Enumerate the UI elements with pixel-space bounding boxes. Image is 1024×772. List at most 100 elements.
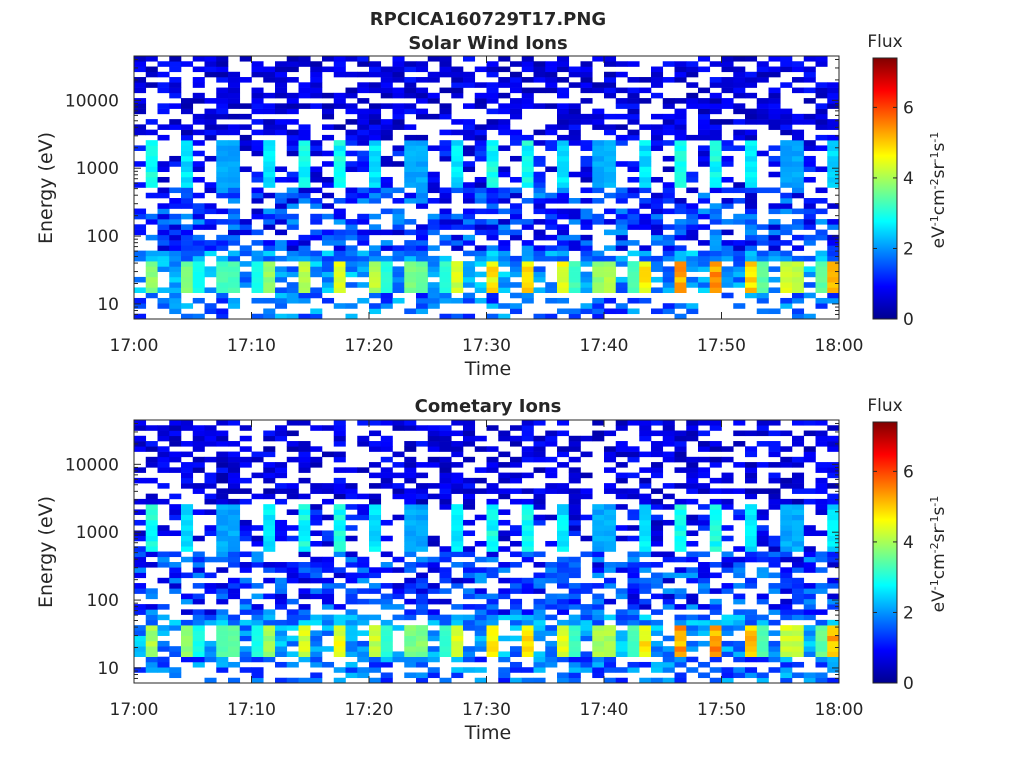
spectrogram-cell [521,87,534,94]
spectrogram-cell [333,567,346,573]
spectrogram-cell [510,456,523,463]
spectrogram-cell [322,161,335,167]
spectrogram-cell [521,577,534,584]
spectrogram-cell [568,171,581,178]
spectrogram-cell [604,651,617,657]
spectrogram-cell [239,229,252,236]
spectrogram-cell [545,488,558,494]
spectrogram-cell [345,71,358,78]
spectrogram-cell [639,155,652,162]
spectrogram-cell [181,572,194,579]
spectrogram-cell [698,124,711,130]
spectrogram-cell [815,567,828,573]
spectrogram-cell [592,667,605,673]
spectrogram-cell [216,150,229,157]
spectrogram-cell [815,441,828,447]
spectrogram-cell [792,514,805,521]
spectrogram-cell [510,266,523,272]
spectrogram-cell [380,77,393,83]
spectrogram-cell [639,282,652,288]
spectrogram-cell [756,266,769,272]
spectrogram-cell [474,635,487,642]
spectrogram-cell [815,656,828,663]
spectrogram-cell [486,509,499,515]
spectrogram-cell [451,483,464,489]
spectrogram-cell [228,82,241,88]
spectrogram-cell [275,129,288,136]
spectrogram-cell [721,667,734,673]
spectrogram-cell [345,667,358,673]
spectrogram-cell [745,119,758,125]
spectrogram-cell [451,672,464,679]
spectrogram-cell [298,92,311,99]
spectrogram-cell [451,219,464,225]
spectrogram-cell [639,567,652,573]
spectrogram-cell [592,56,605,62]
spectrogram-cell [768,630,781,636]
spectrogram-cell [345,493,358,500]
spectrogram-cell [674,646,687,652]
spectrogram-cell [827,646,840,652]
spectrogram-cell [733,261,746,267]
spectrogram-cell [181,187,194,194]
spectrogram-cell [627,208,640,215]
spectrogram-cell [486,150,499,157]
spectrogram-cell [380,87,393,94]
spectrogram-cell [134,583,147,589]
spectrogram-cell [745,609,758,615]
spectrogram-cell [651,255,664,262]
spectrogram-cell [510,441,523,447]
spectrogram-cell [639,535,652,542]
spectrogram-cell [263,593,276,600]
spectrogram-cell [662,598,675,605]
y-tick-label: 10 [97,295,119,315]
spectrogram-cell [815,677,828,684]
spectrogram-cell [463,425,476,431]
spectrogram-cell [416,519,429,526]
spectrogram-cell [416,462,429,468]
spectrogram-cell [134,546,147,552]
spectrogram-cell [615,651,628,657]
spectrogram-cell [357,240,370,246]
spectrogram-cell [145,509,158,515]
spectrogram-cell [792,192,805,199]
spectrogram-cell [592,635,605,642]
spectrogram-cell [709,250,722,257]
spectrogram-cell [686,577,699,584]
spectrogram-cell [803,292,816,299]
spectrogram-cell [439,129,452,136]
spectrogram-cell [369,198,382,204]
spectrogram-cell [463,420,476,426]
spectrogram-cell [369,588,382,594]
spectrogram-cell [780,140,793,146]
spectrogram-cell [521,240,534,246]
spectrogram-cell [510,103,523,109]
spectrogram-cell [780,483,793,489]
spectrogram-cell [169,229,182,236]
spectrogram-cell [439,567,452,573]
spectrogram-cell [310,250,323,257]
x-axis-label: Time [464,722,512,744]
spectrogram-cell [803,498,816,505]
spectrogram-cell [204,619,217,626]
spectrogram-cell [733,119,746,125]
spectrogram-cell [721,672,734,679]
spectrogram-cell [768,203,781,209]
spectrogram-cell [545,61,558,67]
spectrogram-cell [662,192,675,199]
spectrogram-cell [615,282,628,288]
spectrogram-cell [251,313,264,320]
spectrogram-cell [780,567,793,573]
spectrogram-cell [533,583,546,589]
spectrogram-cell [416,240,429,246]
spectrogram-cell [416,276,429,283]
spectrogram-cell [510,472,523,479]
spectrogram-cell [204,477,217,484]
spectrogram-cell [451,276,464,283]
spectrogram-cell [568,677,581,684]
spectrogram-cell [263,540,276,547]
spectrogram-cell [768,240,781,246]
spectrogram-cell [604,166,617,173]
spectrogram-cell [745,271,758,278]
spectrogram-cell [228,198,241,204]
